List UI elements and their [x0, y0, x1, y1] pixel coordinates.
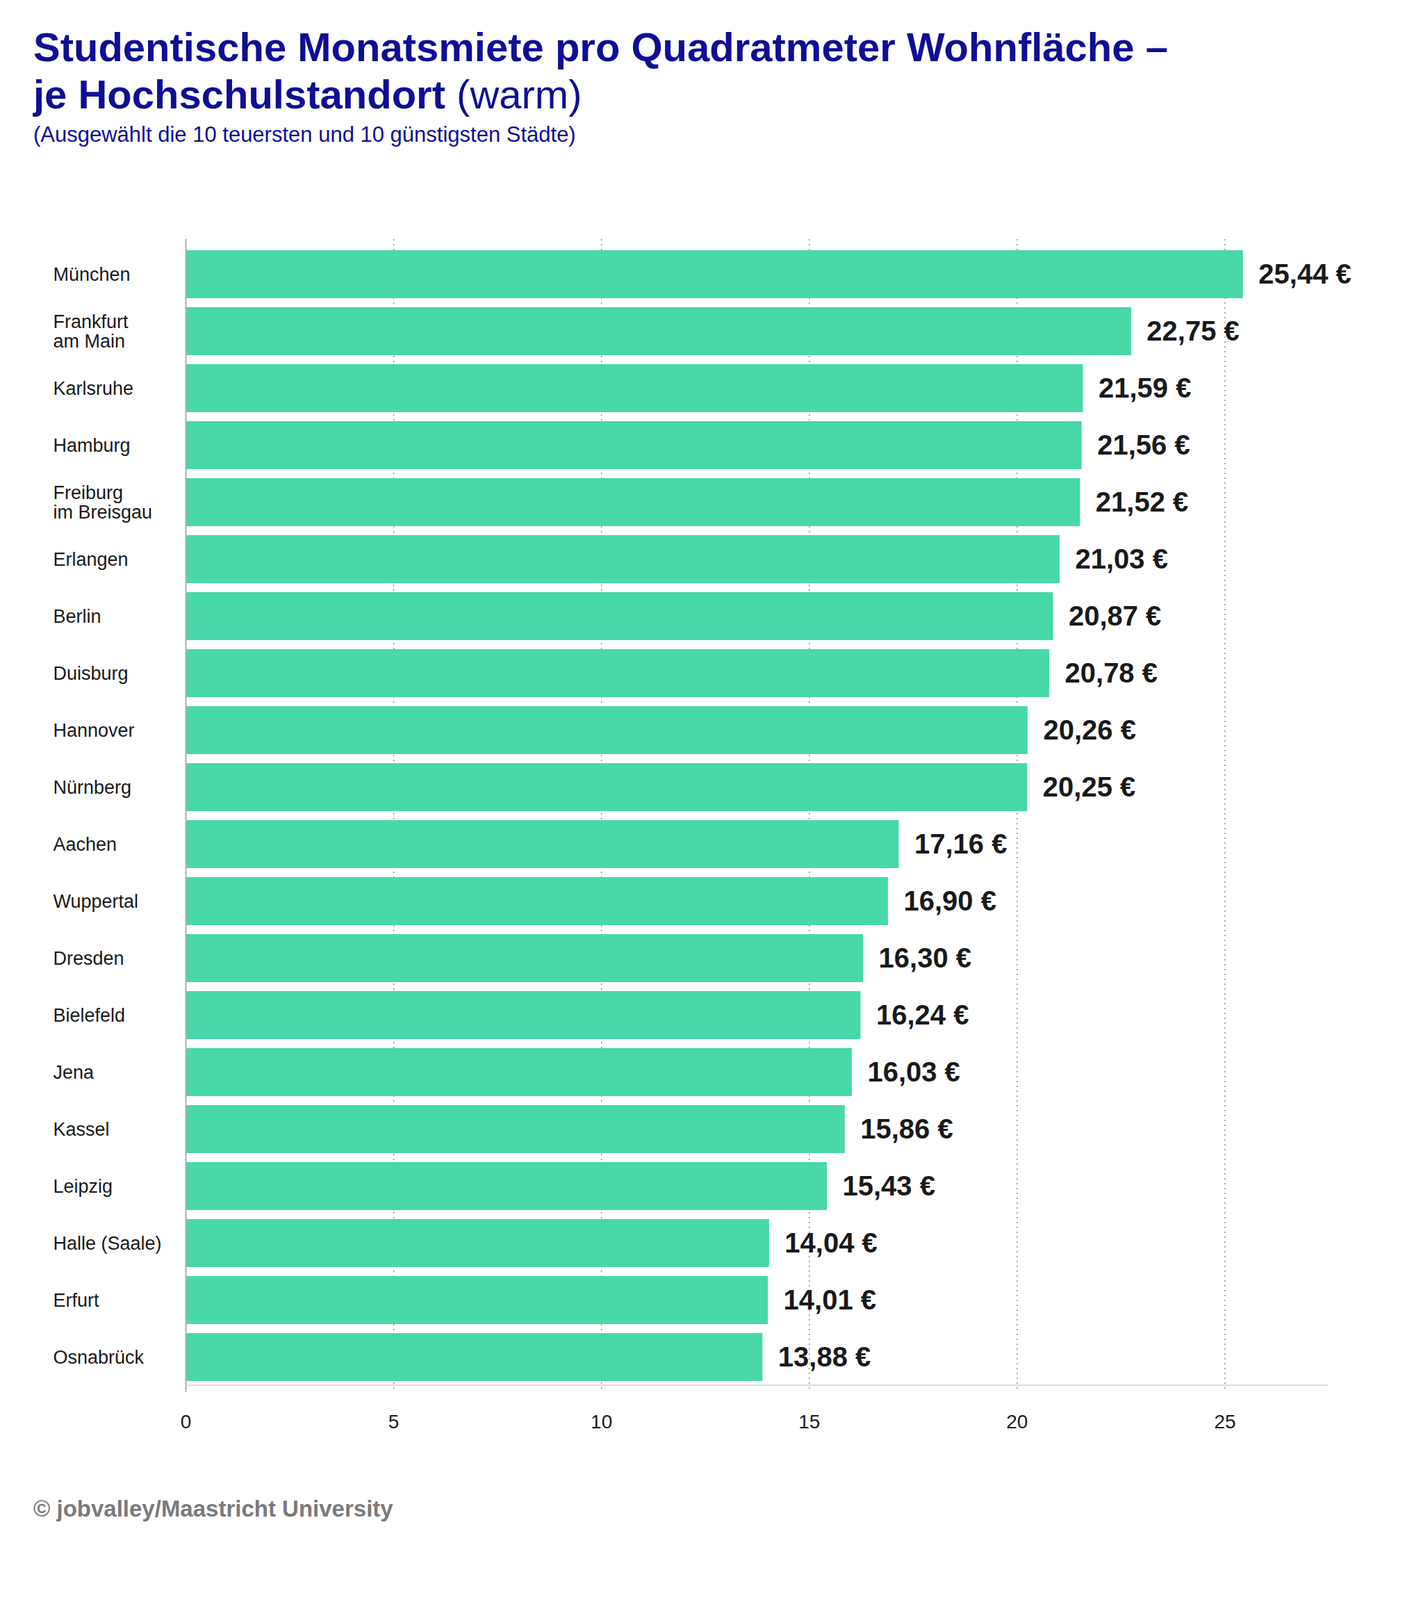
svg-text:16,24 €: 16,24 € [876, 999, 969, 1030]
svg-text:20: 20 [1006, 1410, 1028, 1433]
svg-text:Erlangen: Erlangen [53, 548, 129, 570]
svg-text:15,43 €: 15,43 € [842, 1170, 935, 1201]
svg-text:Jena: Jena [53, 1061, 96, 1083]
svg-text:14,04 €: 14,04 € [784, 1227, 877, 1258]
svg-text:17,16 €: 17,16 € [914, 828, 1007, 859]
svg-text:5: 5 [388, 1410, 400, 1433]
svg-text:Halle (Saale): Halle (Saale) [53, 1232, 162, 1254]
svg-text:Osnabrück: Osnabrück [53, 1346, 145, 1368]
svg-text:20,25 €: 20,25 € [1042, 771, 1136, 802]
svg-text:Kassel: Kassel [53, 1118, 110, 1140]
svg-text:21,03 €: 21,03 € [1074, 543, 1168, 574]
html-text:(Ausgewählt die 10 teuersten u: (Ausgewählt die 10 teuersten und 10 güns… [33, 122, 576, 147]
svg-text:München: München [53, 264, 131, 285]
svg-text:Berlin: Berlin [53, 605, 102, 627]
svg-text:Nürnberg: Nürnberg [53, 776, 133, 798]
svg-text:Hannover: Hannover [53, 719, 135, 741]
svg-text:Aachen: Aachen [53, 833, 118, 855]
svg-text:25,44 €: 25,44 € [1258, 258, 1351, 290]
svg-text:15: 15 [798, 1410, 820, 1433]
svg-text:Leipzig: Leipzig [53, 1175, 114, 1197]
svg-text:21,56 €: 21,56 € [1097, 429, 1190, 460]
svg-text:Bielefeld: Bielefeld [53, 1004, 126, 1026]
svg-text:21,59 €: 21,59 € [1098, 372, 1191, 403]
svg-text:Hamburg: Hamburg [53, 434, 131, 456]
svg-text:25: 25 [1213, 1410, 1236, 1433]
svg-text:0: 0 [180, 1410, 192, 1433]
svg-text:16,30 €: 16,30 € [878, 942, 972, 973]
svg-text:10: 10 [590, 1410, 613, 1433]
svg-text:21,52 €: 21,52 € [1095, 486, 1189, 517]
svg-text:16,03 €: 16,03 € [867, 1056, 960, 1087]
svg-text:Duisburg: Duisburg [53, 662, 129, 684]
svg-text:13,88 €: 13,88 € [778, 1341, 871, 1372]
html-text:© jobvalley/Maastricht Univers: © jobvalley/Maastricht University [33, 1495, 394, 1521]
svg-text:Wuppertal: Wuppertal [53, 890, 139, 912]
svg-text:15,86 €: 15,86 € [860, 1113, 953, 1144]
svg-text:20,26 €: 20,26 € [1042, 714, 1136, 745]
svg-text:22,75 €: 22,75 € [1146, 315, 1239, 347]
svg-text:Karlsruhe: Karlsruhe [53, 377, 135, 399]
svg-text:20,78 €: 20,78 € [1065, 657, 1158, 688]
svg-text:Erfurt: Erfurt [53, 1289, 101, 1311]
svg-text:20,87 €: 20,87 € [1068, 600, 1162, 631]
svg-text:Dresden: Dresden [53, 947, 125, 969]
svg-text:Frankfurtam Main: Frankfurtam Main [53, 311, 130, 352]
html-text:Studentische Monatsmiete pro Q: Studentische Monatsmiete pro Quadratmete… [33, 24, 1168, 117]
svg-text:14,01 €: 14,01 € [783, 1284, 877, 1315]
svg-text:16,90 €: 16,90 € [903, 885, 996, 916]
svg-text:Freiburgim Breisgau: Freiburgim Breisgau [53, 482, 153, 523]
